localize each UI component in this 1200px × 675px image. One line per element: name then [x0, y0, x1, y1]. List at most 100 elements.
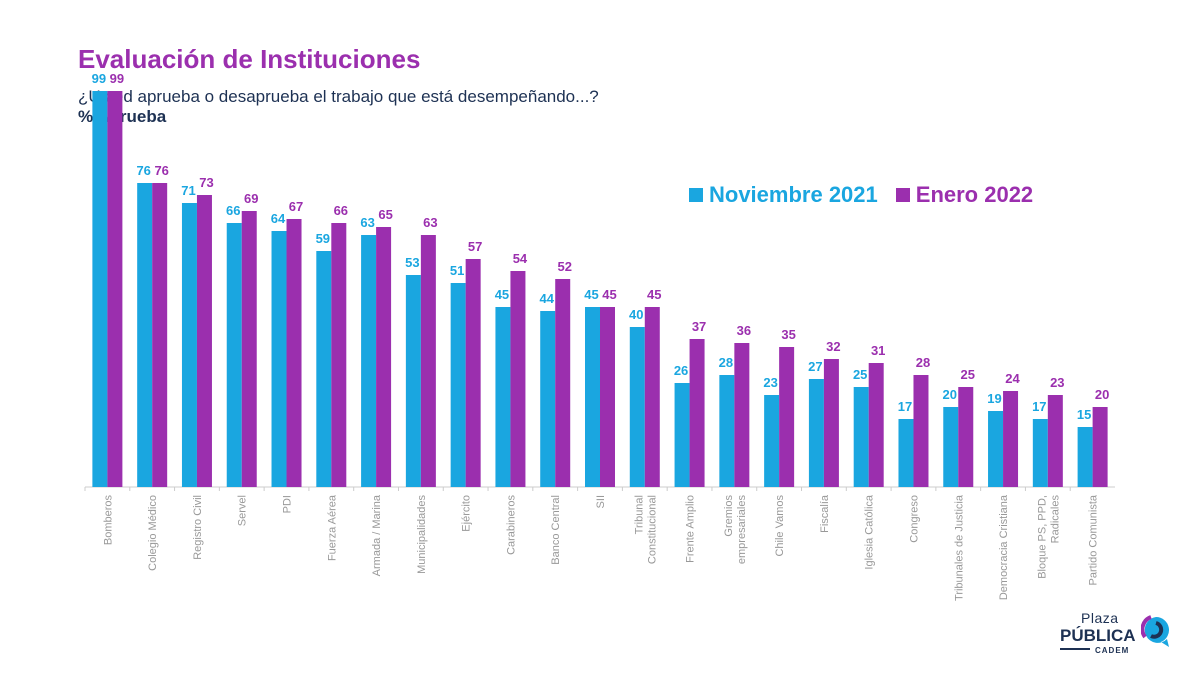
bar-noviembre-2021 [271, 231, 287, 487]
data-label-noviembre-2021: 40 [629, 307, 643, 322]
category-label-group: Ejército [461, 495, 473, 532]
data-label-enero-2022: 52 [557, 259, 571, 274]
bar-noviembre-2021 [226, 223, 242, 487]
bar-noviembre-2021 [898, 419, 914, 487]
bar-noviembre-2021 [629, 327, 645, 487]
category-label: Colegio Médico [147, 495, 159, 571]
data-label-noviembre-2021: 20 [943, 387, 957, 402]
category-label: PDI [282, 495, 294, 513]
bar-noviembre-2021 [540, 311, 556, 487]
bar-enero-2022 [734, 343, 750, 487]
category-label: Ejército [461, 495, 473, 532]
category-label-group: Fuerza Aérea [326, 494, 338, 561]
legend-label-noviembre: Noviembre 2021 [709, 182, 878, 207]
bar-enero-2022 [241, 211, 257, 487]
bar-noviembre-2021 [316, 251, 332, 487]
category-label: Fuerza Aérea [326, 494, 338, 561]
legend-item-enero: Enero 2022 [895, 182, 1034, 208]
category-label-group: Municipalidades [416, 495, 428, 574]
category-label: Constitucional [646, 495, 658, 564]
bar-noviembre-2021 [405, 275, 421, 487]
bar-noviembre-2021 [585, 307, 600, 487]
data-label-enero-2022: 65 [378, 207, 392, 222]
category-label-group: Colegio Médico [147, 495, 159, 571]
category-label-group: Bloque PS, PPD, Radicales [1036, 495, 1061, 579]
data-label-enero-2022: 54 [513, 251, 528, 266]
category-label-group: Chile Vamos [774, 495, 786, 557]
bar-noviembre-2021 [450, 283, 466, 487]
bar-enero-2022 [689, 339, 705, 487]
bar-enero-2022 [958, 387, 974, 487]
data-label-enero-2022: 99 [110, 71, 124, 86]
bar-noviembre-2021 [988, 411, 1004, 487]
category-label: Tribunal [633, 495, 645, 534]
bar-noviembre-2021 [495, 307, 511, 487]
data-label-noviembre-2021: 45 [495, 287, 509, 302]
bar-enero-2022 [913, 375, 929, 487]
data-label-noviembre-2021: 99 [92, 71, 106, 86]
logo-line-publica: PÚBLICA [1060, 626, 1136, 645]
data-label-noviembre-2021: 59 [316, 231, 330, 246]
bar-noviembre-2021 [92, 91, 108, 487]
category-label-group: Carabineros [505, 495, 517, 555]
bar-enero-2022 [868, 363, 884, 487]
bar-noviembre-2021 [137, 183, 153, 487]
data-label-enero-2022: 28 [916, 355, 930, 370]
data-label-enero-2022: 66 [334, 203, 348, 218]
data-label-noviembre-2021: 26 [674, 363, 688, 378]
data-label-enero-2022: 63 [423, 215, 437, 230]
bar-enero-2022 [420, 235, 436, 487]
legend-item-noviembre: Noviembre 2021 [689, 182, 878, 208]
plaza-publica-logo: Plaza PÚBLICA CADEM [1055, 610, 1175, 660]
category-label: SII [595, 495, 607, 508]
legend-swatch-noviembre [689, 188, 703, 202]
data-label-enero-2022: 37 [692, 319, 706, 334]
bar-enero-2022 [510, 271, 526, 487]
bar-enero-2022 [1092, 407, 1108, 487]
data-label-enero-2022: 36 [737, 323, 751, 338]
category-label: Partido Comunista [1088, 494, 1100, 585]
bar-noviembre-2021 [764, 395, 780, 487]
data-label-noviembre-2021: 66 [226, 203, 240, 218]
data-label-enero-2022: 32 [826, 339, 840, 354]
legend: Noviembre 2021 Enero 2022 [689, 182, 1051, 208]
data-label-noviembre-2021: 53 [405, 255, 419, 270]
category-label: Servel [237, 495, 249, 526]
data-label-noviembre-2021: 17 [1032, 399, 1046, 414]
bar-noviembre-2021 [719, 375, 735, 487]
data-label-noviembre-2021: 25 [853, 367, 867, 382]
data-label-noviembre-2021: 19 [987, 391, 1001, 406]
category-label: Democracia Cristiana [998, 494, 1010, 600]
speech-bubble-icon [1141, 615, 1169, 647]
bar-enero-2022 [331, 223, 347, 487]
data-label-noviembre-2021: 45 [584, 287, 598, 302]
bar-enero-2022 [196, 195, 212, 487]
bar-enero-2022 [1003, 391, 1019, 487]
chart-subtitle: ¿Usted aprueba o desaprueba el trabajo q… [78, 87, 599, 106]
category-label: Frente Amplio [685, 495, 697, 563]
bar-enero-2022 [779, 347, 795, 487]
data-label-enero-2022: 69 [244, 191, 258, 206]
category-label-group: Gremios empresariales [723, 495, 748, 565]
category-label-group: Banco Central [550, 495, 562, 565]
bar-noviembre-2021 [1077, 427, 1093, 487]
bar-enero-2022 [286, 219, 302, 487]
bar-noviembre-2021 [181, 203, 197, 487]
data-label-enero-2022: 45 [602, 287, 616, 302]
data-label-noviembre-2021: 63 [360, 215, 374, 230]
category-label-group: Partido Comunista [1088, 494, 1100, 585]
data-label-noviembre-2021: 28 [719, 355, 733, 370]
bar-noviembre-2021 [943, 407, 959, 487]
bar-enero-2022 [1047, 395, 1063, 487]
legend-label-enero: Enero 2022 [915, 182, 1034, 207]
category-label-group: SII [595, 495, 607, 508]
data-label-enero-2022: 20 [1095, 387, 1109, 402]
data-label-noviembre-2021: 17 [898, 399, 912, 414]
bar-enero-2022 [152, 183, 168, 487]
category-label-group: Bomberos [102, 495, 114, 546]
logo-line-cadem: CADEM [1095, 646, 1130, 655]
category-label-group: Armada / Marina [371, 494, 383, 576]
data-label-enero-2022: 73 [199, 175, 213, 190]
bar-enero-2022 [376, 227, 392, 487]
bar-enero-2022 [465, 259, 481, 487]
